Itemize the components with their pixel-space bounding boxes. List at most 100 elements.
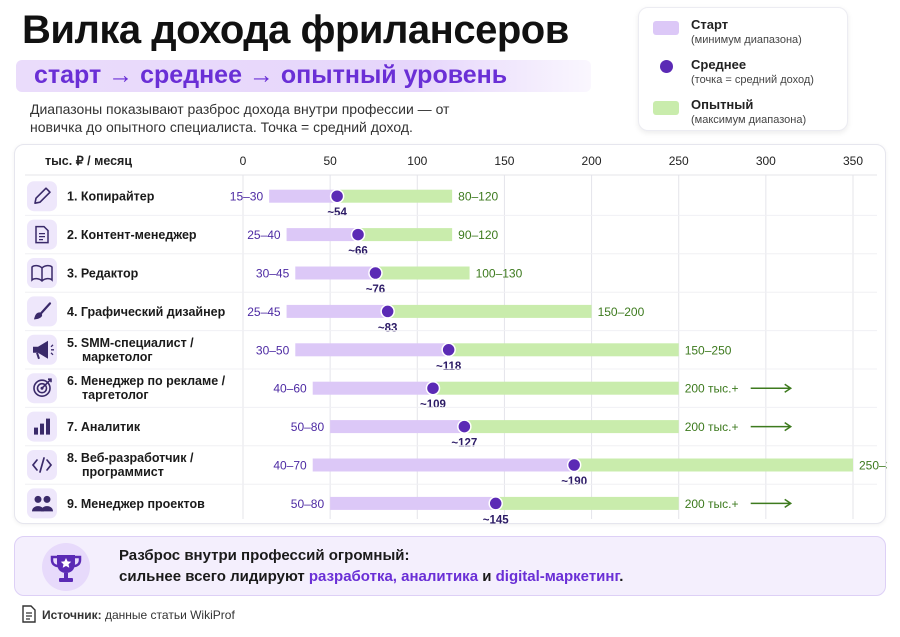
experienced-bar	[495, 496, 679, 510]
book-icon	[31, 264, 53, 283]
start-bar	[286, 228, 359, 242]
mean-label: ~145	[483, 514, 510, 525]
arrow-head-icon	[784, 421, 793, 432]
mean-label: ~127	[451, 438, 477, 450]
target-icon	[33, 378, 52, 397]
start-range-label: 30–50	[256, 343, 290, 357]
row-label-line2: маркетолог	[82, 350, 153, 364]
row-label: 9. Менеджер проектов	[67, 497, 205, 511]
source-text: данные статьи WikiProf	[101, 608, 235, 622]
row-label: 4. Графический дизайнер	[67, 305, 226, 319]
experienced-bar	[574, 458, 853, 472]
callout-text: сильнее всего лидируют	[119, 568, 309, 585]
mean-dot-swatch	[660, 60, 673, 73]
page-subtitle: старт → среднее → опытный уровень	[34, 61, 508, 89]
experienced-range-label: 90–120	[458, 228, 498, 242]
experienced-bar	[358, 228, 453, 242]
x-tick-label: 250	[669, 154, 689, 168]
callout-text: .	[619, 568, 624, 585]
experienced-bar	[464, 420, 679, 434]
mean-label: ~54	[327, 207, 347, 219]
mean-label: ~190	[561, 476, 587, 488]
callout-line-1: Разброс внутри профессий огромный:	[119, 547, 410, 564]
callout-highlight: разработка, аналитика	[308, 568, 479, 585]
start-range-label: 40–60	[273, 382, 307, 396]
x-tick-label: 300	[756, 154, 776, 168]
brush-icon	[34, 302, 52, 320]
experienced-range-label: 200 тыс.+	[685, 382, 739, 396]
experienced-range-label: 150–200	[598, 305, 645, 319]
experienced-bar	[448, 343, 679, 357]
arrow-head-icon	[784, 498, 793, 509]
start-swatch	[653, 21, 679, 35]
callout-line-2: сильнее всего лидируют разработка, анали…	[119, 568, 623, 585]
experienced-range-label: 200 тыс.+	[685, 497, 739, 511]
callout-text: и	[478, 568, 496, 585]
legend-label: Среднее	[691, 57, 747, 72]
megaphone-icon	[33, 340, 54, 360]
legend-label: Опытный	[691, 97, 754, 112]
mean-label: ~76	[366, 284, 386, 296]
x-tick-label: 0	[240, 154, 247, 168]
x-tick-label: 350	[843, 154, 863, 168]
start-bar	[312, 381, 433, 395]
mean-label: ~66	[348, 246, 368, 258]
start-range-label: 25–40	[247, 228, 281, 242]
legend-sublabel: (точка = средний доход)	[691, 74, 814, 86]
legend-item-start: Старт (минимум диапазона)	[653, 17, 843, 47]
start-bar	[295, 266, 376, 280]
mean-dot	[457, 419, 472, 434]
description-text: Диапазоны показывают разброс дохода внут…	[30, 101, 450, 135]
row-label: 5. SMM-специалист /	[67, 336, 194, 350]
row-label: 1. Копирайтер	[67, 190, 155, 204]
experienced-bar	[432, 381, 679, 395]
legend-item-experienced: Опытный (максимум диапазона)	[653, 97, 843, 127]
x-tick-label: 150	[494, 154, 514, 168]
code-icon	[31, 457, 53, 473]
icon-tile	[27, 181, 57, 212]
summary-callout: Разброс внутри профессий огромный: сильн…	[14, 536, 886, 596]
mean-dot	[425, 380, 441, 396]
experienced-range-label: 80–120	[458, 190, 498, 204]
start-range-label: 15–30	[230, 190, 264, 204]
mean-label: ~118	[436, 361, 462, 373]
start-bar	[312, 458, 575, 472]
start-range-label: 50–80	[291, 497, 325, 511]
start-bar	[269, 189, 338, 203]
experienced-bar	[387, 304, 592, 318]
document-icon	[35, 225, 49, 244]
legend-item-mean: Среднее (точка = средний доход)	[653, 57, 843, 87]
mean-dot	[350, 227, 366, 242]
start-range-label: 25–45	[247, 305, 281, 319]
page-title: Вилка дохода фрилансеров	[22, 8, 569, 52]
start-bar	[295, 343, 449, 357]
mean-dot	[441, 342, 456, 358]
row-label: 7. Аналитик	[67, 420, 141, 434]
row-label-line2: программист	[82, 465, 164, 479]
row-label-line2: таргетолог	[82, 388, 149, 402]
start-bar	[330, 420, 465, 434]
row-label: 6. Менеджер по рекламе /	[67, 374, 226, 388]
x-tick-label: 50	[323, 154, 337, 168]
bar-chart-icon	[34, 418, 50, 435]
experienced-range-label: 150–250	[685, 343, 732, 357]
icon-tile	[27, 488, 57, 519]
subtitle-highlight	[16, 60, 591, 92]
row-label: 3. Редактор	[67, 267, 139, 281]
x-tick-label: 200	[582, 154, 602, 168]
team-icon	[32, 495, 53, 512]
start-bar	[286, 304, 388, 318]
mean-dot	[380, 304, 395, 319]
experienced-bar	[375, 266, 470, 280]
row-label: 8. Веб-разработчик /	[67, 451, 194, 465]
experienced-range-label: 100–130	[476, 267, 523, 281]
legend: Старт (минимум диапазона) Среднее (точка…	[638, 7, 848, 131]
legend-sublabel: (минимум диапазона)	[691, 34, 802, 46]
experienced-range-label: 250–350	[859, 459, 887, 473]
axis-unit-label: тыс. ₽ / месяц	[45, 154, 132, 168]
document-icon	[22, 605, 36, 623]
mean-dot	[329, 188, 345, 204]
start-range-label: 30–45	[256, 267, 290, 281]
row-label: 2. Контент-менеджер	[67, 228, 197, 242]
experienced-bar	[337, 189, 453, 203]
